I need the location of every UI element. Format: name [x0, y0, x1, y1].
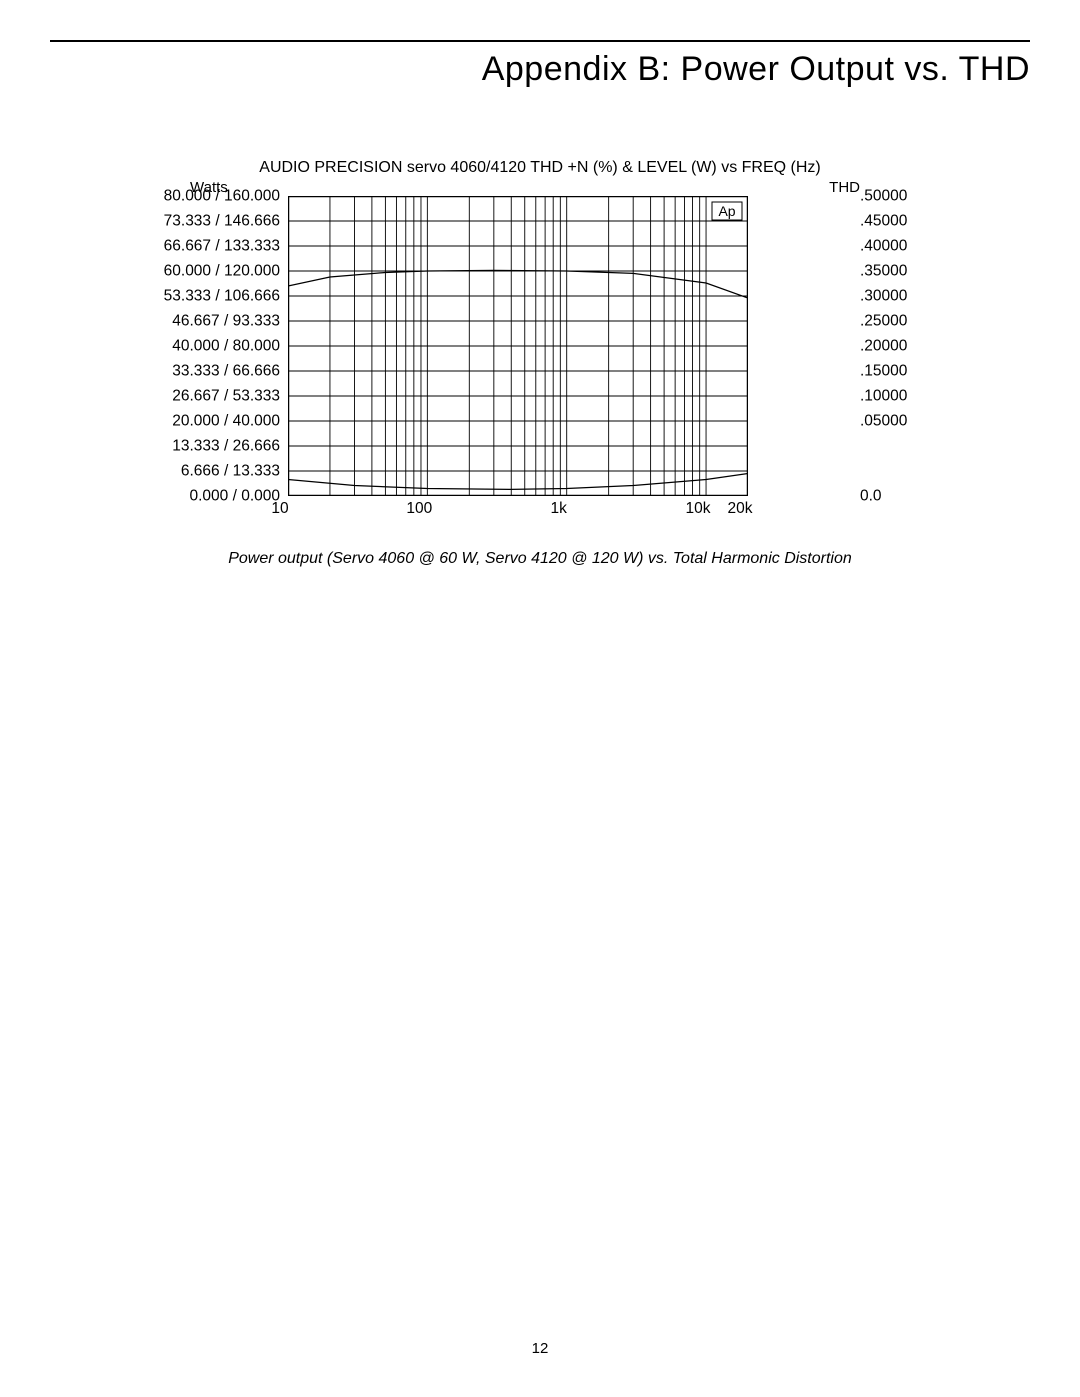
right-y-tick: .45000 [860, 213, 907, 229]
right-y-tick: .35000 [860, 263, 907, 279]
document-page: Appendix B: Power Output vs. THD AUDIO P… [0, 0, 1080, 1397]
page-number: 12 [0, 1340, 1080, 1357]
x-tick: 100 [406, 500, 432, 518]
right-y-tick: .30000 [860, 288, 907, 304]
left-y-tick: 60.000 / 120.000 [164, 263, 280, 279]
plot-svg: Ap [288, 196, 748, 496]
right-y-tick: .25000 [860, 313, 907, 329]
right-y-tick: .50000 [860, 188, 907, 204]
chart-caption: Power output (Servo 4060 @ 60 W, Servo 4… [130, 550, 950, 568]
page-title: Appendix B: Power Output vs. THD [50, 50, 1030, 89]
left-y-tick: 33.333 / 66.666 [172, 363, 280, 379]
right-y-ticks: .50000.45000.40000.35000.30000.25000.200… [850, 196, 950, 496]
chart-row: 80.000 / 160.00073.333 / 146.66666.667 /… [130, 196, 950, 496]
left-y-tick: 53.333 / 106.666 [164, 288, 280, 304]
x-tick: 1k [551, 500, 567, 518]
plot-area: Ap [288, 196, 850, 496]
right-y-tick: .05000 [860, 413, 907, 429]
x-ticks: 101001k10k20k [280, 496, 740, 520]
x-tick: 20k [728, 500, 753, 518]
left-y-tick: 26.667 / 53.333 [172, 388, 280, 404]
right-y-tick: .40000 [860, 238, 907, 254]
left-y-ticks: 80.000 / 160.00073.333 / 146.66666.667 /… [130, 196, 288, 496]
right-axis-label: THD [829, 179, 860, 196]
left-y-tick: 20.000 / 40.000 [172, 413, 280, 429]
left-y-tick: 13.333 / 26.666 [172, 438, 280, 454]
svg-text:Ap: Ap [718, 203, 735, 219]
right-y-tick: .20000 [860, 338, 907, 354]
left-y-tick: 66.667 / 133.333 [164, 238, 280, 254]
left-y-tick: 46.667 / 93.333 [172, 313, 280, 329]
right-y-tick: .10000 [860, 388, 907, 404]
left-y-tick: 40.000 / 80.000 [172, 338, 280, 354]
right-y-tick: .15000 [860, 363, 907, 379]
left-y-tick: 73.333 / 146.666 [164, 213, 280, 229]
right-y-tick: 0.0 [860, 488, 882, 504]
left-y-tick: 80.000 / 160.000 [164, 188, 280, 204]
chart-block: AUDIO PRECISION servo 4060/4120 THD +N (… [130, 159, 950, 568]
left-y-tick: 0.000 / 0.000 [190, 488, 281, 504]
left-y-tick: 6.666 / 13.333 [181, 463, 280, 479]
x-tick: 10 [271, 500, 288, 518]
top-rule [50, 40, 1030, 42]
x-tick: 10k [686, 500, 711, 518]
chart-title: AUDIO PRECISION servo 4060/4120 THD +N (… [130, 159, 950, 177]
